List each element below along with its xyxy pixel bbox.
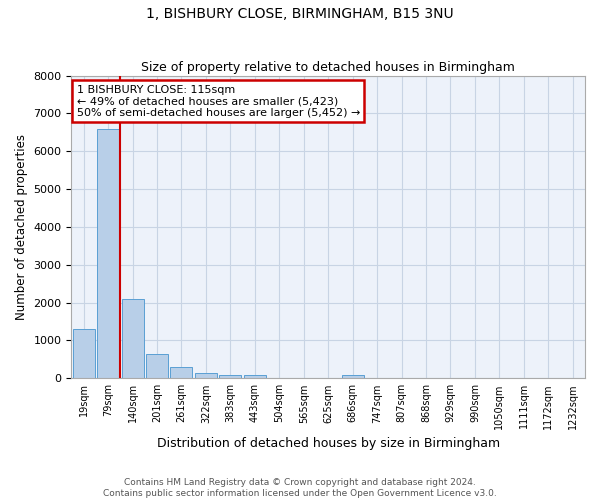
Bar (122, 299, 143, 378)
Bar (146, 354, 168, 378)
Bar (244, 374, 266, 378)
Bar (73, 329, 95, 378)
X-axis label: Distribution of detached houses by size in Birmingham: Distribution of detached houses by size … (157, 437, 500, 450)
Bar (195, 372, 217, 378)
Bar (170, 367, 193, 378)
Bar (341, 374, 364, 378)
Bar (220, 374, 241, 378)
Y-axis label: Number of detached properties: Number of detached properties (15, 134, 28, 320)
Title: Size of property relative to detached houses in Birmingham: Size of property relative to detached ho… (141, 62, 515, 74)
Text: 1 BISHBURY CLOSE: 115sqm
← 49% of detached houses are smaller (5,423)
50% of sem: 1 BISHBURY CLOSE: 115sqm ← 49% of detach… (77, 84, 360, 118)
Bar (97, 128, 119, 378)
Text: 1, BISHBURY CLOSE, BIRMINGHAM, B15 3NU: 1, BISHBURY CLOSE, BIRMINGHAM, B15 3NU (146, 8, 454, 22)
Text: Contains HM Land Registry data © Crown copyright and database right 2024.
Contai: Contains HM Land Registry data © Crown c… (103, 478, 497, 498)
